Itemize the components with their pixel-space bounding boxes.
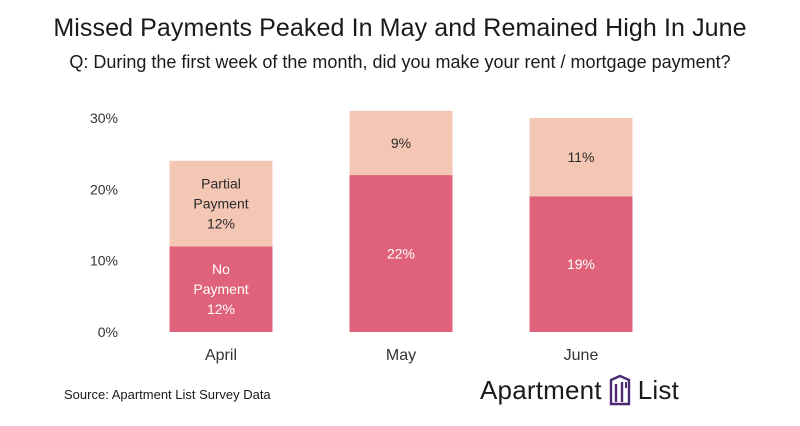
data-label: 19% [567, 256, 595, 272]
logo-word-apartment: Apartment [480, 374, 602, 405]
source-note: Source: Apartment List Survey Data [64, 387, 271, 402]
y-tick-label: 0% [98, 324, 118, 340]
chart-subtitle: Q: During the first week of the month, d… [69, 52, 731, 72]
x-tick-label: May [386, 347, 416, 364]
building-logo-icon [609, 374, 630, 406]
inline-series-label: Payment [193, 196, 248, 212]
inline-series-label: Payment [193, 281, 248, 297]
x-tick-label: June [564, 347, 599, 364]
data-label: 12% [207, 301, 235, 317]
data-label: 11% [568, 149, 595, 165]
bar-partial-payment-june [529, 118, 633, 197]
inline-series-label: No [212, 261, 230, 277]
data-label: 12% [207, 216, 235, 232]
bar-no-payment-may [349, 175, 453, 332]
inline-series-label: Partial [201, 176, 241, 192]
bar-partial-payment-may [349, 110, 453, 176]
bar-no-payment-june [529, 196, 633, 332]
y-tick-label: 20% [90, 181, 118, 197]
x-tick-label: April [205, 347, 237, 364]
y-tick-label: 10% [90, 253, 118, 269]
chart-title: Missed Payments Peaked In May and Remain… [53, 14, 747, 42]
logo-word-list: List [637, 374, 680, 405]
y-tick-label: 30% [90, 110, 118, 126]
bar-partial-payment-april [169, 160, 273, 247]
bar-no-payment-april [169, 246, 273, 332]
data-label: 22% [387, 246, 415, 262]
data-label: 9% [391, 135, 411, 151]
apartment-list-logo: Apartment List [480, 370, 679, 410]
